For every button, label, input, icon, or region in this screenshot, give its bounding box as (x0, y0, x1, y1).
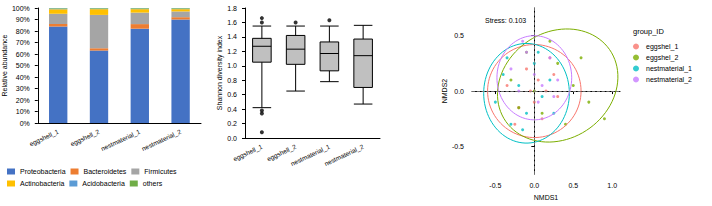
svg-text:0.0: 0.0 (529, 182, 539, 189)
svg-text:nestmaterial_2: nestmaterial_2 (646, 76, 692, 84)
svg-text:1.4: 1.4 (227, 33, 237, 40)
svg-text:nestmaterial_2: nestmaterial_2 (141, 128, 183, 153)
svg-text:-0.5: -0.5 (452, 143, 464, 150)
svg-text:eggshel_2: eggshel_2 (646, 54, 678, 62)
svg-text:1.0: 1.0 (227, 62, 237, 69)
svg-text:20%: 20% (16, 97, 30, 104)
svg-text:1.2: 1.2 (227, 48, 237, 55)
svg-text:nestmaterial_1: nestmaterial_1 (289, 142, 331, 168)
svg-text:0%: 0% (20, 120, 30, 127)
svg-text:0.8: 0.8 (227, 77, 237, 84)
svg-text:Stress: 0.103: Stress: 0.103 (485, 17, 526, 24)
svg-text:90%: 90% (16, 16, 30, 23)
svg-text:Bacteroidetes: Bacteroidetes (84, 168, 127, 175)
svg-text:nestmaterial_2: nestmaterial_2 (323, 143, 365, 168)
svg-text:eggshell_1: eggshell_1 (232, 143, 264, 164)
svg-text:0.2: 0.2 (227, 120, 237, 127)
svg-text:60%: 60% (16, 51, 30, 58)
svg-text:Relative abundance: Relative abundance (1, 34, 8, 96)
svg-text:NMDS1: NMDS1 (534, 194, 559, 201)
svg-text:nestmaterial_1: nestmaterial_1 (646, 65, 692, 73)
svg-text:0.4: 0.4 (227, 106, 237, 113)
svg-text:0.5: 0.5 (454, 32, 464, 39)
svg-text:1.6: 1.6 (227, 19, 237, 26)
svg-text:eggshell_2: eggshell_2 (69, 128, 101, 149)
svg-text:nestmaterial_1: nestmaterial_1 (100, 128, 142, 153)
svg-text:eggshell_2: eggshell_2 (265, 142, 298, 163)
svg-text:Shannon diversity index: Shannon diversity index (216, 35, 224, 110)
svg-text:80%: 80% (16, 28, 30, 35)
svg-text:Proteobacteria: Proteobacteria (20, 168, 66, 175)
svg-text:50%: 50% (16, 62, 30, 69)
svg-text:70%: 70% (16, 39, 30, 46)
svg-text:Firmicutes: Firmicutes (144, 168, 177, 175)
svg-text:eggshel_1: eggshel_1 (646, 43, 678, 51)
svg-text:eggshell_1: eggshell_1 (28, 128, 60, 149)
svg-text:Actinobacteria: Actinobacteria (20, 180, 64, 187)
svg-text:100%: 100% (12, 5, 30, 12)
svg-text:10%: 10% (16, 108, 30, 115)
svg-text:0.0: 0.0 (227, 135, 237, 142)
svg-text:others: others (143, 180, 163, 187)
svg-text:0.6: 0.6 (227, 91, 237, 98)
svg-text:0.0: 0.0 (454, 88, 464, 95)
svg-text:0.5: 0.5 (568, 182, 578, 189)
svg-text:1.8: 1.8 (227, 5, 237, 12)
svg-text:40%: 40% (16, 74, 30, 81)
svg-text:Acidobacteria: Acidobacteria (82, 180, 125, 187)
svg-text:1.0: 1.0 (607, 182, 617, 189)
svg-text:30%: 30% (16, 85, 30, 92)
svg-text:NMDS2: NMDS2 (441, 79, 448, 104)
svg-text:group_ID: group_ID (633, 27, 664, 36)
svg-text:-0.5: -0.5 (489, 182, 501, 189)
